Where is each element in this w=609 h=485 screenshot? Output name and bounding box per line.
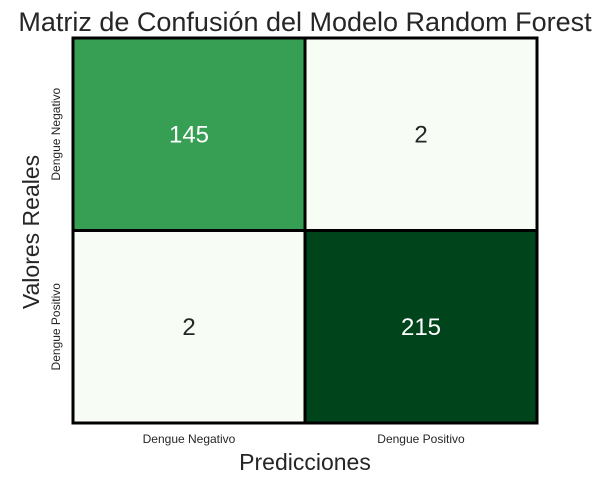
x-tick-dengue-negativo: Dengue Negativo (143, 432, 236, 446)
cell-value-r0-c1: 2 (414, 121, 427, 148)
y-tick-dengue-positivo: Dengue Positivo (49, 283, 63, 371)
y-axis-label: Valores Reales (18, 155, 44, 309)
x-tick-labels: Dengue Negativo Dengue Positivo (143, 432, 465, 446)
heatmap-cell-r0-c1 (303, 36, 539, 232)
x-axis-label: Predicciones (239, 449, 371, 475)
x-tick-dengue-positivo: Dengue Positivo (377, 432, 465, 446)
heatmap-cell-r1-c0 (71, 229, 307, 425)
cell-value-r0-c0: 145 (169, 121, 209, 148)
heatmap-cells: 145 2 2 215 (71, 36, 539, 425)
chart-title: Matriz de Confusión del Modelo Random Fo… (18, 7, 592, 37)
y-tick-labels: Dengue Negativo Dengue Positivo (49, 88, 63, 371)
cell-value-r1-c0: 2 (182, 314, 195, 341)
heatmap-cell-r1-c1 (303, 229, 539, 425)
cell-value-r1-c1: 215 (401, 314, 441, 341)
heatmap-cell-r0-c0 (71, 36, 307, 232)
y-tick-dengue-negativo: Dengue Negativo (49, 88, 63, 181)
